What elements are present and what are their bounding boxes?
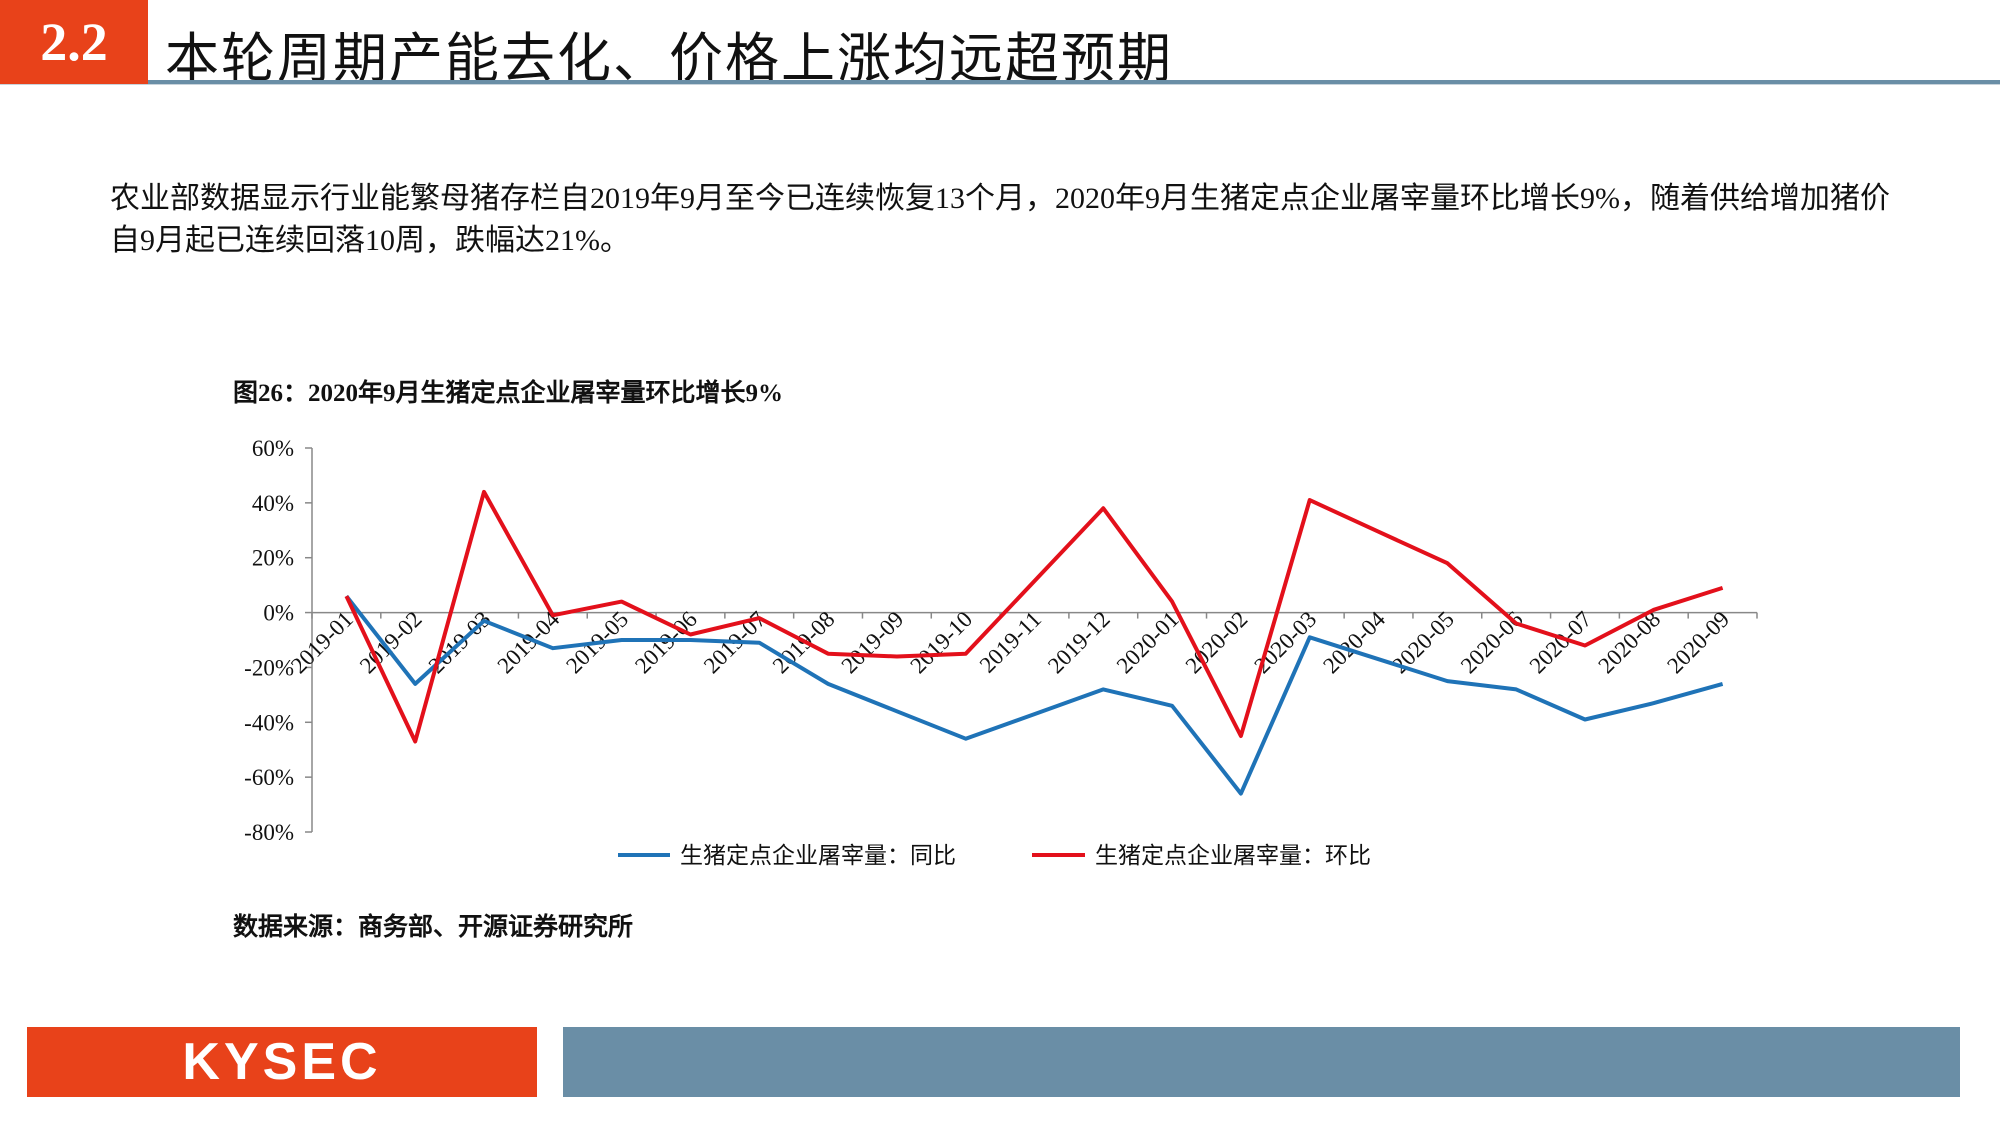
header-divider: [148, 80, 2000, 85]
y-tick-label: 40%: [252, 491, 294, 516]
y-tick-label: -80%: [244, 820, 294, 845]
x-tick-label: 2020-05: [1387, 606, 1459, 678]
section-number-badge: 2.2: [0, 0, 148, 84]
y-tick-label: 0%: [263, 601, 294, 626]
x-tick-label: 2020-01: [1112, 606, 1184, 678]
x-tick-label: 2019-01: [286, 606, 358, 678]
x-tick-label: 2019-10: [905, 606, 977, 678]
y-tick-label: -20%: [244, 655, 294, 680]
x-tick-label: 2020-07: [1525, 606, 1597, 678]
chart-title: 图26：2020年9月生猪定点企业屠宰量环比增长9%: [233, 380, 784, 407]
intro-paragraph: 农业部数据显示行业能繁母猪存栏自2019年9月至今已连续恢复13个月，2020年…: [110, 182, 1890, 257]
source-note: 数据来源：商务部、开源证券研究所: [233, 914, 634, 941]
x-tick-label: 2019-12: [1043, 606, 1115, 678]
x-tick-label: 2020-09: [1662, 606, 1734, 678]
header-divider-thin: [0, 84, 2000, 85]
x-tick-label: 2020-06: [1456, 606, 1528, 678]
y-tick-label: 60%: [252, 436, 294, 461]
footer-bar: [563, 1027, 1960, 1097]
page-title: 本轮周期产能去化、价格上涨均远超预期: [165, 27, 1173, 90]
x-tick-label: 2020-08: [1593, 606, 1665, 678]
y-axis-tick-labels: 60% 40% 20% 0% -20% -40% -60% -80%: [244, 436, 294, 845]
x-axis-tick-labels: 2019-012019-022019-032019-042019-052019-…: [286, 606, 1734, 678]
legend-label: 生猪定点企业屠宰量：同比: [680, 843, 956, 868]
company-logo: KYSEC: [27, 1027, 537, 1097]
y-tick-label: -60%: [244, 765, 294, 790]
x-tick-label: 2019-09: [837, 606, 909, 678]
series-line: [344, 594, 1724, 796]
x-tick-label: 2019-06: [630, 606, 702, 678]
y-tick-label: 20%: [252, 546, 294, 571]
chart-series-lines: [344, 489, 1724, 796]
y-tick-label: -40%: [244, 710, 294, 735]
chart-legend: 生猪定点企业屠宰量：同比 生猪定点企业屠宰量：环比: [618, 843, 1371, 868]
x-tick-label: 2019-11: [975, 606, 1046, 677]
x-tick-label: 2019-02: [355, 606, 427, 678]
series-line: [344, 489, 1724, 744]
legend-label: 生猪定点企业屠宰量：环比: [1095, 843, 1371, 868]
